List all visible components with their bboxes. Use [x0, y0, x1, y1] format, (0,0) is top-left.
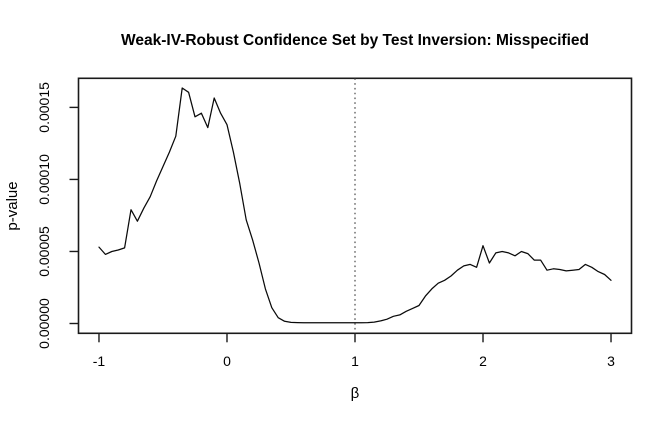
x-tick-label: 2 — [479, 353, 487, 369]
y-axis: 0.00000 0.00005 0.00010 0.00015 — [36, 82, 79, 349]
y-tick-label: 0.00005 — [36, 226, 52, 277]
x-axis: -1 0 1 2 3 — [93, 333, 615, 369]
x-axis-label: β — [351, 385, 360, 402]
y-tick-label: 0.00010 — [36, 154, 52, 205]
x-tick-label: 1 — [351, 353, 359, 369]
y-axis-label: p-value — [4, 181, 21, 230]
y-tick-label: 0.00015 — [36, 82, 52, 133]
chart-title: Weak-IV-Robust Confidence Set by Test In… — [121, 32, 589, 49]
x-tick-label: 0 — [223, 353, 231, 369]
x-tick-label: 3 — [607, 353, 615, 369]
y-tick-label: 0.00000 — [36, 298, 52, 349]
x-tick-label: -1 — [93, 353, 106, 369]
pvalue-curve — [98, 87, 612, 324]
